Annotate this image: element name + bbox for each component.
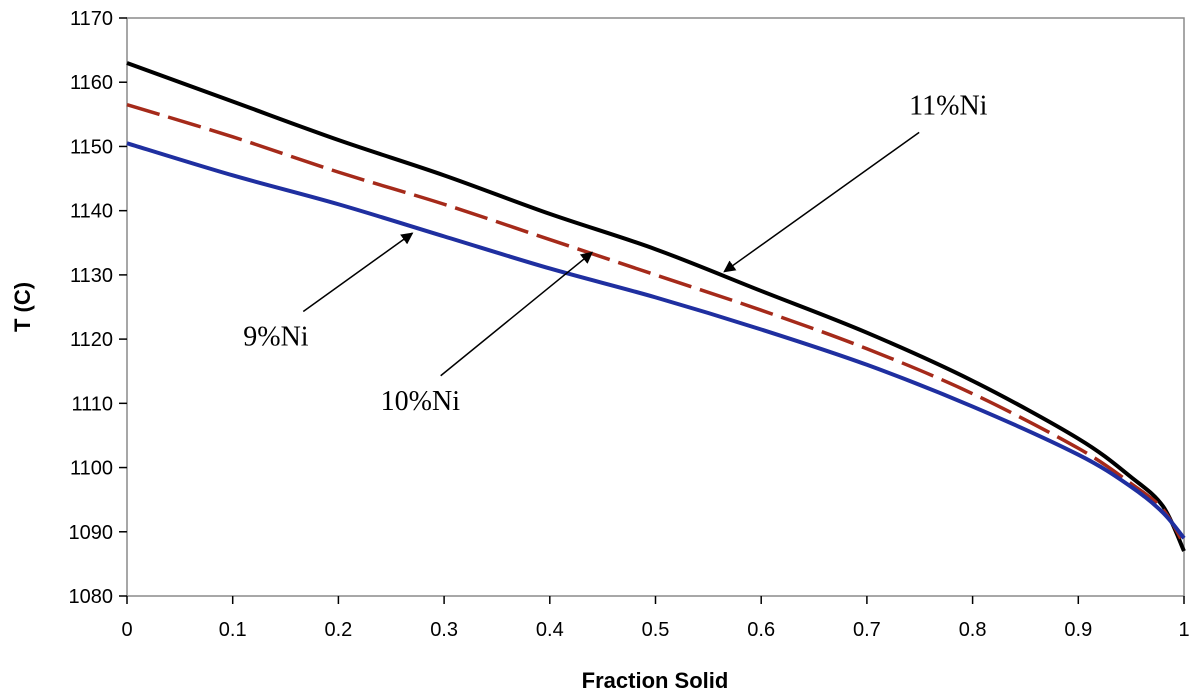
y-tick-label: 1150 — [70, 136, 113, 158]
y-tick-label: 1170 — [70, 8, 113, 30]
plot-area — [126, 17, 1185, 597]
series-line-11pct-ni — [126, 61, 1186, 552]
x-axis: 0 0.1 0.2 0.3 0.4 0.5 0.6 0.7 0.8 0.9 1 — [121, 596, 1190, 641]
y-tick-label: 1080 — [69, 586, 114, 608]
annotation-layer: 11%Ni 9%Ni 10%Ni — [243, 90, 987, 416]
annotation-arrow — [723, 131, 920, 273]
y-tick-label: 1130 — [70, 265, 113, 287]
y-tick-label: 1100 — [70, 458, 113, 480]
series-line-9pct-ni — [126, 141, 1186, 540]
x-axis-title: Fraction Solid — [582, 668, 729, 693]
x-tick-label: 0.5 — [642, 619, 670, 641]
annotation-label: 9%Ni — [243, 322, 309, 353]
annotation-label: 10%Ni — [381, 386, 461, 417]
x-tick-label: 0.9 — [1064, 619, 1092, 641]
annotation-label: 11%Ni — [909, 90, 988, 121]
y-tick-label: 1160 — [70, 72, 113, 94]
x-tick-label: 0.1 — [219, 619, 247, 641]
x-tick-label: 0 — [121, 619, 132, 641]
y-axis: 1080 1090 1100 1110 1120 1130 1140 1150 1160 1170 — [69, 8, 127, 608]
x-tick-label: 1 — [1178, 619, 1189, 641]
x-tick-label: 0.7 — [853, 619, 881, 641]
y-tick-label: 1110 — [71, 393, 113, 415]
series-line-10pct-ni — [126, 103, 1186, 546]
x-tick-label: 0.6 — [747, 619, 775, 641]
y-tick-label: 1120 — [70, 329, 113, 351]
series-layer — [126, 61, 1186, 552]
y-tick-label: 1140 — [70, 201, 113, 223]
x-tick-label: 0.2 — [324, 619, 352, 641]
y-tick-label: 1090 — [69, 522, 114, 544]
x-tick-label: 0.4 — [536, 619, 564, 641]
x-tick-label: 0.3 — [430, 619, 458, 641]
x-tick-label: 0.8 — [959, 619, 987, 641]
annotation-arrow — [440, 251, 594, 377]
y-axis-title: T (C) — [10, 282, 35, 332]
annotation-arrow — [302, 232, 414, 313]
